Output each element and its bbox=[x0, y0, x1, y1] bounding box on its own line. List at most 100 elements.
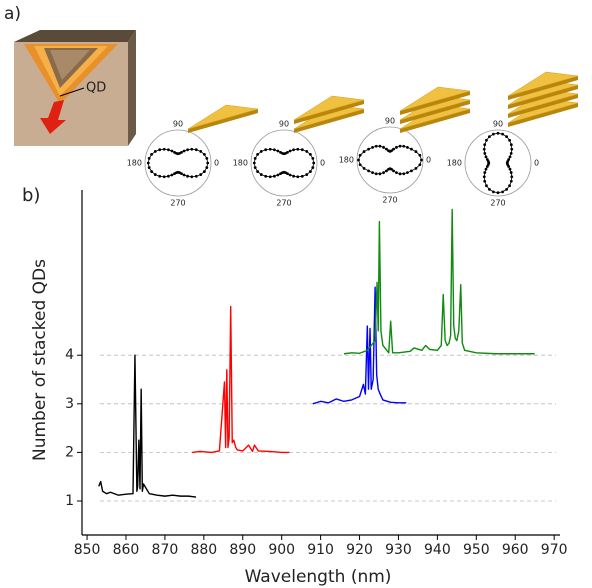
plate-side bbox=[400, 91, 470, 115]
polar-dot bbox=[205, 166, 209, 169]
polar-label: 90 bbox=[279, 120, 289, 129]
polar-dot bbox=[202, 153, 206, 156]
polar-dot bbox=[492, 132, 495, 136]
polar-dot bbox=[371, 171, 374, 175]
polar-label: 180 bbox=[233, 159, 248, 168]
polar-label: 270 bbox=[276, 199, 291, 208]
polar-dot bbox=[202, 170, 206, 173]
polar-dot bbox=[392, 169, 395, 173]
y-tick-label: 4 bbox=[65, 347, 74, 363]
x-tick-label: 880 bbox=[190, 542, 217, 558]
plate-side bbox=[508, 76, 578, 100]
x-tick-label: 870 bbox=[152, 542, 179, 558]
polar-dot bbox=[406, 171, 409, 175]
polar-dot bbox=[276, 149, 280, 153]
polar-dot bbox=[186, 148, 189, 152]
polar-dot bbox=[279, 150, 282, 154]
polar-dot bbox=[158, 174, 162, 178]
polar-dot bbox=[371, 145, 374, 149]
polar-dot bbox=[418, 163, 422, 167]
polar-dot bbox=[286, 172, 289, 176]
polar-dot bbox=[392, 147, 395, 151]
polar-dot bbox=[485, 184, 488, 188]
polar-label: 90 bbox=[173, 120, 183, 129]
polar-dot bbox=[402, 172, 406, 176]
polar-dot bbox=[305, 173, 309, 176]
polar-dot bbox=[276, 173, 280, 177]
polar-dot bbox=[414, 167, 418, 170]
polar-dot bbox=[153, 150, 157, 153]
polar-label: 0 bbox=[320, 159, 325, 168]
polar-dot bbox=[508, 167, 512, 171]
polar-label: 180 bbox=[339, 156, 354, 165]
polar-dot bbox=[206, 161, 210, 165]
polar-dot bbox=[292, 174, 295, 178]
polar-dot bbox=[484, 155, 488, 159]
polar-dot bbox=[264, 148, 268, 152]
polar-dot bbox=[496, 191, 500, 195]
polar-dot bbox=[362, 167, 366, 170]
polar-dot bbox=[256, 170, 260, 173]
polar-dot bbox=[508, 184, 511, 188]
polar-dot bbox=[483, 143, 487, 147]
plate-side bbox=[508, 85, 578, 109]
spectrum-line bbox=[192, 305, 290, 454]
polar-dot bbox=[253, 157, 257, 160]
x-tick-label: 950 bbox=[463, 542, 490, 558]
polar-dot bbox=[170, 149, 174, 153]
x-axis-label: Wavelength (nm) bbox=[245, 567, 392, 587]
polar-insets: 90 180 0 270 90 180 0 270 90 180 0 270 90 180 0 270 bbox=[127, 71, 579, 208]
polar-dot bbox=[398, 172, 402, 176]
polar-dot bbox=[488, 187, 491, 191]
polar-dot bbox=[395, 145, 398, 149]
polar-label: 0 bbox=[534, 159, 539, 168]
polar-dot bbox=[170, 173, 174, 177]
x-tick-label: 970 bbox=[541, 542, 568, 558]
polar-dot bbox=[484, 167, 488, 171]
polar-dot bbox=[268, 147, 272, 151]
polar-label: 90 bbox=[493, 120, 503, 129]
polar-dot bbox=[273, 174, 276, 178]
plate-side bbox=[294, 109, 364, 133]
polar-dot bbox=[387, 149, 390, 153]
polar-dot bbox=[410, 147, 413, 151]
polar-dot bbox=[406, 145, 409, 149]
polar-dot bbox=[312, 161, 316, 165]
polar-dot bbox=[167, 174, 170, 178]
polar-dot bbox=[367, 147, 370, 151]
plate-side bbox=[400, 109, 470, 133]
polar-dot bbox=[395, 171, 398, 175]
polar-dot bbox=[358, 153, 362, 157]
polar-dot bbox=[296, 175, 300, 179]
polar-dot bbox=[268, 175, 272, 179]
qd-illustration: QD bbox=[14, 30, 136, 146]
polar-frame bbox=[144, 129, 212, 197]
polar-dot bbox=[398, 144, 402, 148]
polar-dot bbox=[482, 147, 486, 151]
polar-dot bbox=[167, 148, 170, 152]
plate-side bbox=[188, 109, 258, 133]
polar-dot bbox=[483, 171, 487, 174]
polar-dot bbox=[509, 179, 513, 183]
plate-side bbox=[294, 100, 364, 124]
polar-dot bbox=[252, 161, 256, 165]
polar-dot bbox=[402, 144, 406, 148]
plate-top bbox=[187, 104, 259, 130]
polar-dot bbox=[300, 148, 304, 152]
polar-dot bbox=[510, 147, 514, 151]
polar-dot bbox=[414, 150, 418, 153]
plate-top bbox=[507, 71, 579, 97]
polar-dot bbox=[308, 153, 312, 156]
polar-dot bbox=[253, 166, 257, 169]
x-tick-label: 930 bbox=[385, 542, 412, 558]
x-tick-label: 850 bbox=[74, 542, 101, 558]
polar-dot bbox=[501, 132, 504, 136]
polar-dot bbox=[390, 167, 393, 171]
plate-side bbox=[400, 100, 470, 124]
polar-dot bbox=[510, 175, 514, 179]
polar-dot bbox=[505, 135, 508, 139]
polar-dot bbox=[300, 174, 304, 178]
polar-dot bbox=[485, 138, 488, 142]
polar-dot bbox=[509, 171, 513, 174]
polar-dot bbox=[483, 152, 487, 155]
